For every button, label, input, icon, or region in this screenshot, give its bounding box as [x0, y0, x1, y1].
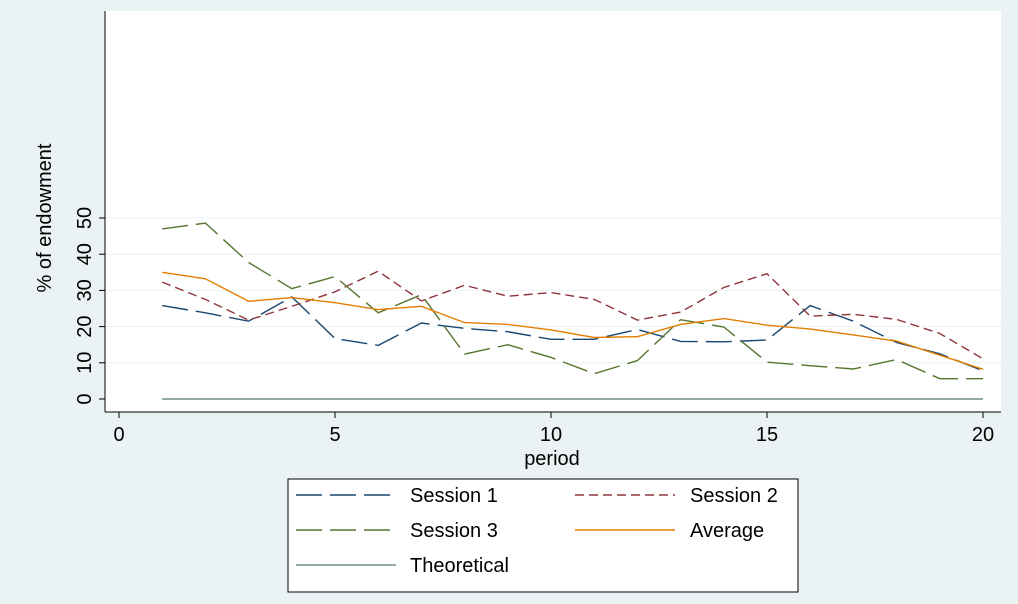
series-lines: [161, 222, 984, 400]
x-tick-label: 20: [972, 424, 994, 446]
series-line-session-3: [162, 222, 983, 380]
series-line-session-2: [161, 270, 984, 360]
legend-label: Session 2: [690, 485, 778, 507]
x-tick-label: 5: [329, 424, 340, 446]
legend-box: [287, 478, 799, 593]
y-axis-title: % of endowment: [34, 143, 56, 292]
legend: Session 1 Session 2 Session 3 Average Theore…: [287, 478, 799, 593]
x-axis-title: period: [524, 448, 580, 470]
y-tick-label: 30: [74, 279, 96, 301]
y-tick-label: 50: [74, 207, 96, 229]
legend-label: Theoretical: [410, 555, 509, 577]
axes: [104, 11, 1001, 413]
x-tick-label: 10: [540, 424, 562, 446]
x-tick-label: 0: [113, 424, 124, 446]
y-tick-label: 20: [74, 315, 96, 337]
plot-background: [105, 11, 1001, 412]
y-tick-label: 10: [74, 352, 96, 374]
legend-label: Session 1: [410, 485, 498, 507]
ticks: 0 10 20 30 40 50 0 5 10 15 20: [74, 207, 994, 446]
y-tick-label: 0: [74, 393, 96, 404]
gridlines: [105, 217, 1001, 364]
series-line-average: [162, 271, 984, 370]
legend-label: Session 3: [410, 520, 498, 542]
x-tick-label: 15: [756, 424, 778, 446]
y-tick-label: 40: [74, 243, 96, 265]
legend-label: Average: [690, 520, 764, 542]
